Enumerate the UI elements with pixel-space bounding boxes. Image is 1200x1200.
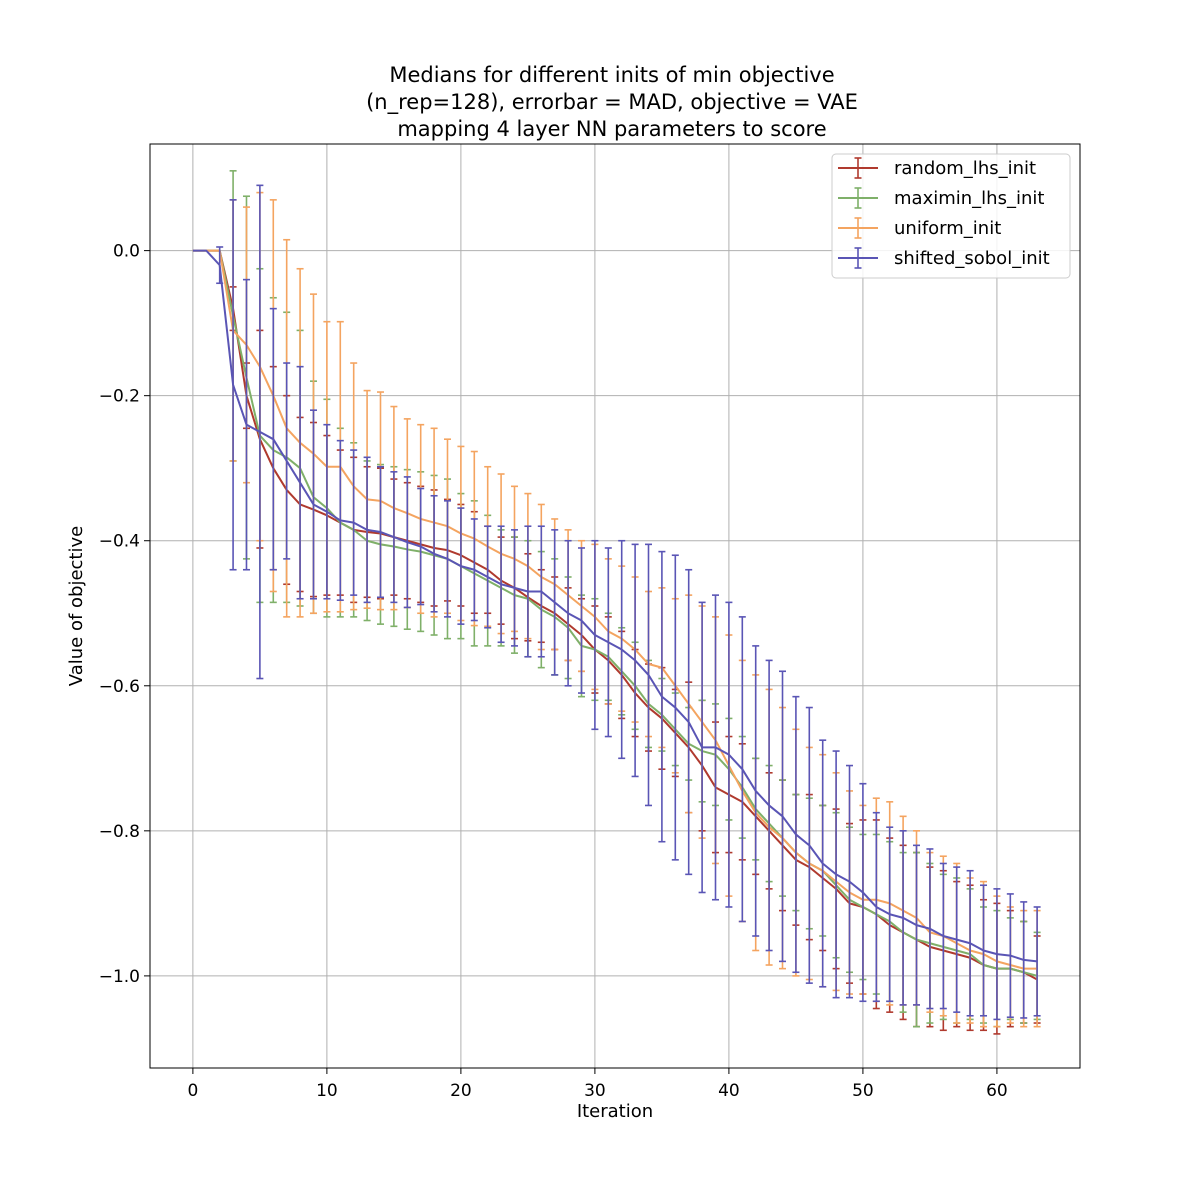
legend-label: uniform_init <box>894 218 1001 239</box>
series-shifted-sobol-init <box>192 184 1041 1021</box>
chart-title-line-2: (n_rep=128), errorbar = MAD, objective =… <box>366 90 858 115</box>
chart-title-line-1: Medians for different inits of min objec… <box>389 63 834 87</box>
x-tick-label: 0 <box>187 1081 198 1101</box>
legend-entry: shifted_sobol_init <box>838 247 1050 269</box>
chart-title-line-3: mapping 4 layer NN parameters to score <box>397 117 826 141</box>
series-line <box>192 249 1038 970</box>
x-tick-label: 60 <box>986 1081 1008 1101</box>
y-tick-label: −1.0 <box>99 967 140 987</box>
x-axis-label: Iteration <box>577 1101 653 1122</box>
legend-label: maximin_lhs_init <box>894 188 1044 209</box>
x-tick-label: 10 <box>316 1081 338 1101</box>
axes-frame <box>149 143 1081 1069</box>
y-tick-label: −0.6 <box>99 677 140 697</box>
y-tick-label: −0.4 <box>99 532 140 552</box>
x-tick-label: 40 <box>718 1081 740 1101</box>
x-tick-label: 50 <box>852 1081 874 1101</box>
y-axis-label: Value of objective <box>66 526 87 686</box>
chart-title: Medians for different inits of min objec… <box>366 63 858 141</box>
y-tick-label: 0.0 <box>113 242 140 262</box>
plot-area <box>192 170 1041 1035</box>
ticks: 0 10 20 30 40 50 60 0.0 −0.2 −0.4 −0.6 −0.8 −1.0 <box>99 242 1008 1101</box>
series-line <box>192 249 1038 981</box>
series-line <box>192 249 1038 963</box>
y-tick-label: −0.8 <box>99 822 140 842</box>
y-tick-label: −0.2 <box>99 387 140 407</box>
legend: random_lhs_init maximin_lhs_init uniform_i… <box>831 153 1071 279</box>
legend-entry: maximin_lhs_init <box>838 187 1044 209</box>
x-tick-label: 30 <box>584 1081 606 1101</box>
legend-label: random_lhs_init <box>894 158 1036 179</box>
legend-label: shifted_sobol_init <box>894 248 1050 269</box>
legend-box <box>831 153 1071 279</box>
legend-entry: uniform_init <box>838 217 1001 239</box>
legend-entry: random_lhs_init <box>838 157 1036 179</box>
x-tick-label: 20 <box>450 1081 472 1101</box>
